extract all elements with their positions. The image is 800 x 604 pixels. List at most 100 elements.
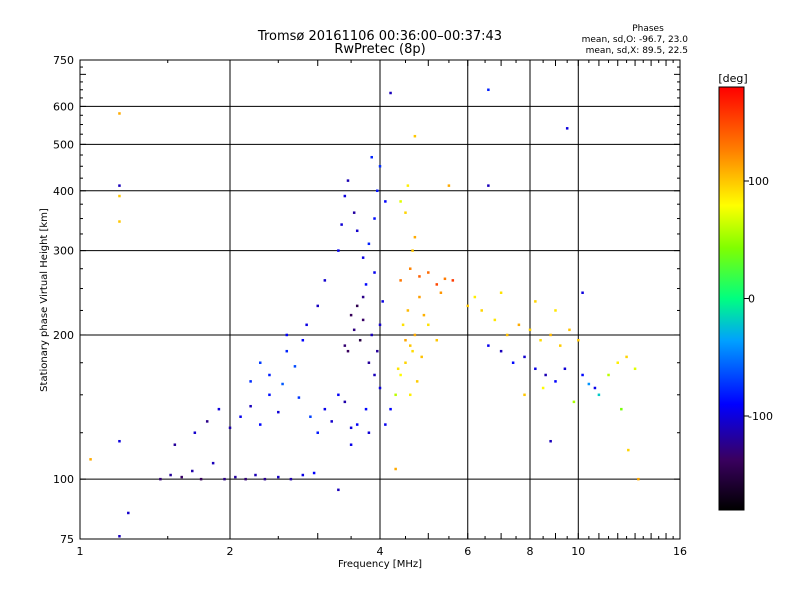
data-point xyxy=(352,328,356,332)
data-point xyxy=(361,318,365,322)
y-tick-label: 750 xyxy=(53,54,74,67)
data-point xyxy=(544,373,547,377)
data-point xyxy=(316,304,319,308)
data-point xyxy=(577,338,580,342)
axis-ticks xyxy=(79,59,681,540)
data-point xyxy=(394,467,397,471)
data-point xyxy=(620,407,623,411)
data-point xyxy=(394,393,397,397)
data-point xyxy=(343,400,347,404)
data-point xyxy=(263,477,267,481)
x-tick-labels: 1 2 4 6 8 10 16 xyxy=(77,545,688,558)
data-point xyxy=(593,386,597,390)
data-point xyxy=(435,338,439,342)
data-point xyxy=(399,373,402,377)
data-point xyxy=(411,249,414,252)
data-point xyxy=(499,349,503,353)
data-point xyxy=(523,355,526,359)
data-point xyxy=(346,349,350,353)
x-tick-label: 16 xyxy=(673,545,687,558)
data-point xyxy=(355,304,359,308)
data-point xyxy=(627,448,630,452)
data-point xyxy=(223,477,226,481)
data-point xyxy=(343,194,347,198)
data-point xyxy=(258,361,262,364)
data-point xyxy=(118,439,121,443)
data-point xyxy=(451,279,455,282)
data-point xyxy=(234,475,237,479)
x-tick-label: 6 xyxy=(464,545,471,558)
colorbar-gradient xyxy=(718,86,745,511)
data-point xyxy=(309,415,312,418)
data-point xyxy=(293,365,297,368)
data-point xyxy=(422,313,426,317)
data-point xyxy=(565,127,569,130)
data-point xyxy=(285,349,289,353)
data-point xyxy=(413,333,417,337)
data-point xyxy=(297,396,301,399)
data-point xyxy=(399,279,402,282)
data-point xyxy=(244,477,247,481)
data-point xyxy=(404,211,407,214)
y-tick-label: 200 xyxy=(53,329,74,342)
colorbar-tick-label: 100 xyxy=(748,175,769,188)
data-point xyxy=(358,338,362,342)
data-point xyxy=(528,328,532,332)
data-point xyxy=(373,271,376,274)
data-point xyxy=(367,242,371,246)
info-line-x: mean, sd,X: 89.5, 22.5 xyxy=(586,46,688,56)
data-point xyxy=(435,283,439,286)
x-tick-label: 4 xyxy=(377,545,384,558)
data-point xyxy=(305,323,308,327)
data-point xyxy=(127,511,130,515)
data-point xyxy=(399,200,402,203)
data-point xyxy=(534,367,537,371)
data-point xyxy=(523,393,526,397)
data-point xyxy=(337,393,340,397)
info-line-o: mean, sd,O: -96.7, 23.0 xyxy=(582,35,689,45)
data-point xyxy=(534,300,537,303)
data-point xyxy=(370,155,373,159)
chart-subtitle: RwPretec (8p) xyxy=(334,42,425,57)
data-point xyxy=(199,477,203,481)
data-point xyxy=(633,367,637,371)
data-point xyxy=(413,134,417,138)
y-axis-label: Stationary phase Virtual Height [km] xyxy=(39,208,50,392)
data-point xyxy=(549,333,552,337)
data-point xyxy=(249,404,252,408)
data-point xyxy=(384,200,387,203)
data-point xyxy=(205,420,209,423)
data-point xyxy=(349,313,353,317)
data-point xyxy=(355,423,359,426)
data-point xyxy=(413,235,417,239)
data-point xyxy=(349,443,353,446)
data-point xyxy=(597,393,601,397)
data-point xyxy=(301,338,305,342)
data-point xyxy=(361,256,365,259)
data-point xyxy=(118,534,121,538)
data-point xyxy=(370,333,373,337)
data-point xyxy=(378,165,382,168)
data-point xyxy=(420,355,423,359)
data-point xyxy=(466,304,469,308)
data-point xyxy=(384,423,387,426)
x-axis-label: Frequency [MHz] xyxy=(338,559,422,570)
data-point xyxy=(367,361,371,364)
x-tick-label: 8 xyxy=(527,545,534,558)
data-point xyxy=(367,431,371,434)
y-tick-label: 300 xyxy=(53,245,74,258)
data-point xyxy=(549,439,552,443)
data-point xyxy=(378,386,382,390)
x-tick-label: 10 xyxy=(571,545,585,558)
data-point xyxy=(541,386,545,390)
data-point xyxy=(443,277,447,281)
data-point xyxy=(191,469,194,473)
data-point xyxy=(330,420,333,423)
data-point xyxy=(587,382,591,386)
data-point xyxy=(289,477,293,481)
data-point xyxy=(364,283,368,286)
data-point xyxy=(408,267,412,270)
data-point xyxy=(228,426,232,430)
y-tick-label: 75 xyxy=(60,533,74,546)
data-point xyxy=(406,184,410,187)
